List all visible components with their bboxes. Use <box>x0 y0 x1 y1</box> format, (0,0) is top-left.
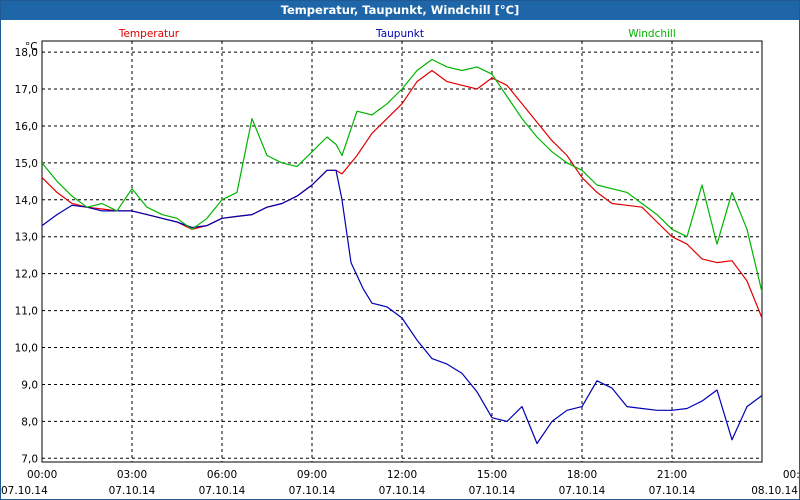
legend-entry-windchill: Windchill <box>628 28 676 40</box>
chart-plot: °C 7,0 8,0 9,0 10,0 11,0 12,0 13,0 14,0 15,0 16,0… <box>1 28 799 497</box>
x-tick-time-label: 09:00 <box>297 469 327 481</box>
y-tick-label: 9,0 <box>21 379 38 391</box>
x-tick-time-label: 06:00 <box>207 469 237 481</box>
series-line-windchill <box>41 58 763 293</box>
x-tick-time-label: 00:00 <box>27 469 57 481</box>
x-tick-time-label: 00:00 <box>783 469 799 481</box>
y-axis-unit-label: °C <box>25 41 38 53</box>
x-tick-date-label: 08.10.14 <box>751 485 798 497</box>
window-title: Temperatur, Taupunkt, Windchill [°C] <box>1 1 799 20</box>
x-tick-date-label: 07.10.14 <box>289 485 336 497</box>
x-tick-date-label: 07.10.14 <box>649 485 696 497</box>
y-tick-label: 11,0 <box>15 306 38 318</box>
x-tick-time-label: 21:00 <box>657 469 687 481</box>
x-tick-date-label: 07.10.14 <box>469 485 516 497</box>
x-tick-date-label: 07.10.14 <box>379 485 426 497</box>
y-tick-label: 18,0 <box>15 47 38 59</box>
x-tick-time-label: 15:00 <box>477 469 507 481</box>
y-tick-label: 15,0 <box>15 158 38 170</box>
legend: Temperatur Taupunkt Windchill <box>118 28 676 40</box>
plot-frame <box>41 40 763 463</box>
y-tick-label: 7,0 <box>21 453 38 465</box>
y-tick-label: 8,0 <box>21 416 38 428</box>
y-tick-label: 12,0 <box>15 269 38 281</box>
y-tick-label: 13,0 <box>15 232 38 244</box>
y-tick-label: 17,0 <box>15 84 38 96</box>
x-tick-date-label: 07.10.14 <box>1 485 48 497</box>
x-tick-time-label: 12:00 <box>387 469 417 481</box>
y-tick-label: 16,0 <box>15 121 38 133</box>
legend-entry-temperatur: Temperatur <box>118 28 180 40</box>
x-tick-time-label: 18:00 <box>567 469 597 481</box>
legend-entry-taupunkt: Taupunkt <box>375 28 424 40</box>
x-tick-date-label: 07.10.14 <box>109 485 156 497</box>
y-tick-label: 14,0 <box>15 195 38 207</box>
x-tick-time-label: 03:00 <box>117 469 147 481</box>
x-tick-date-label: 07.10.14 <box>199 485 246 497</box>
x-tick-date-label: 07.10.14 <box>559 485 606 497</box>
grid-lines <box>42 41 762 462</box>
y-tick-label: 10,0 <box>15 343 38 355</box>
series-lines <box>41 58 763 445</box>
axis-ticks: 7,0 8,0 9,0 10,0 11,0 12,0 13,0 14,0 15,0 16,0 17,… <box>1 47 799 497</box>
